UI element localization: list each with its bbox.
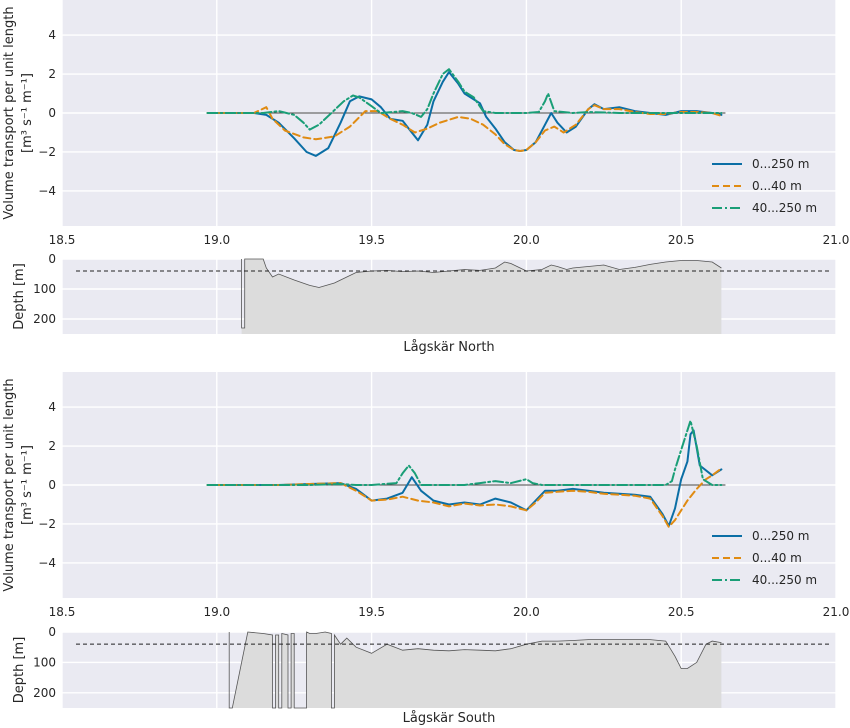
y-tick-label: −4: [38, 184, 56, 198]
seabed-outline: [228, 631, 722, 709]
y-tick-label: 100: [33, 655, 56, 669]
x-tick-label: 19.0: [203, 233, 230, 247]
x-tick-label: 20.5: [668, 233, 695, 247]
x-tick-label: 20.0: [513, 233, 540, 247]
x-tick-label: 19.5: [358, 233, 385, 247]
x-tick-label: 18.5: [49, 233, 76, 247]
y-tick-label: 0: [48, 625, 56, 639]
y-tick-label: 4: [48, 400, 56, 414]
x-axis-label: Lågskär South: [403, 711, 496, 726]
legend-label: 0...40 m: [752, 179, 802, 193]
y-tick-label: −4: [38, 556, 56, 570]
x-tick-label: 21.0: [823, 605, 850, 619]
x-tick-label: 19.0: [203, 605, 230, 619]
y-tick-label: 4: [48, 28, 56, 42]
y-tick-label: 200: [33, 312, 56, 326]
y-tick-label: 100: [33, 282, 56, 296]
x-tick-label: 21.0: [823, 233, 850, 247]
y-tick-label: 2: [48, 67, 56, 81]
y-axis-label: Volume transport per unit length: [2, 378, 17, 591]
y-tick-label: 0: [48, 478, 56, 492]
y-axis-unit: [m³ s⁻¹ m⁻¹]: [20, 73, 35, 153]
legend-label: 0...40 m: [752, 551, 802, 565]
y-tick-label: 200: [33, 686, 56, 700]
y-tick-label: −2: [38, 145, 56, 159]
seabed-area: [241, 259, 722, 334]
series-line: [206, 68, 723, 131]
series-line: [206, 467, 723, 528]
x-tick-label: 18.5: [49, 605, 76, 619]
y-tick-label: 0: [48, 252, 56, 266]
x-axis-label: Lågskär North: [403, 340, 494, 355]
x-tick-label: 20.5: [668, 605, 695, 619]
legend-label: 40...250 m: [752, 573, 817, 587]
legend-label: 0...250 m: [752, 157, 810, 171]
legend-label: 40...250 m: [752, 201, 817, 215]
y-tick-label: 0: [48, 106, 56, 120]
legend-label: 0...250 m: [752, 529, 810, 543]
y-axis-label: Depth [m]: [12, 637, 27, 704]
y-axis-unit: [m³ s⁻¹ m⁻¹]: [20, 445, 35, 525]
y-axis-label: Volume transport per unit length: [2, 6, 17, 219]
y-tick-label: −2: [38, 517, 56, 531]
x-tick-label: 19.5: [358, 605, 385, 619]
series-line: [206, 419, 723, 486]
y-tick-label: 2: [48, 439, 56, 453]
seabed-outline: [241, 258, 722, 329]
x-tick-label: 20.0: [513, 605, 540, 619]
y-axis-label: Depth [m]: [12, 263, 27, 330]
seabed-area: [229, 632, 722, 708]
series-line: [206, 104, 723, 152]
